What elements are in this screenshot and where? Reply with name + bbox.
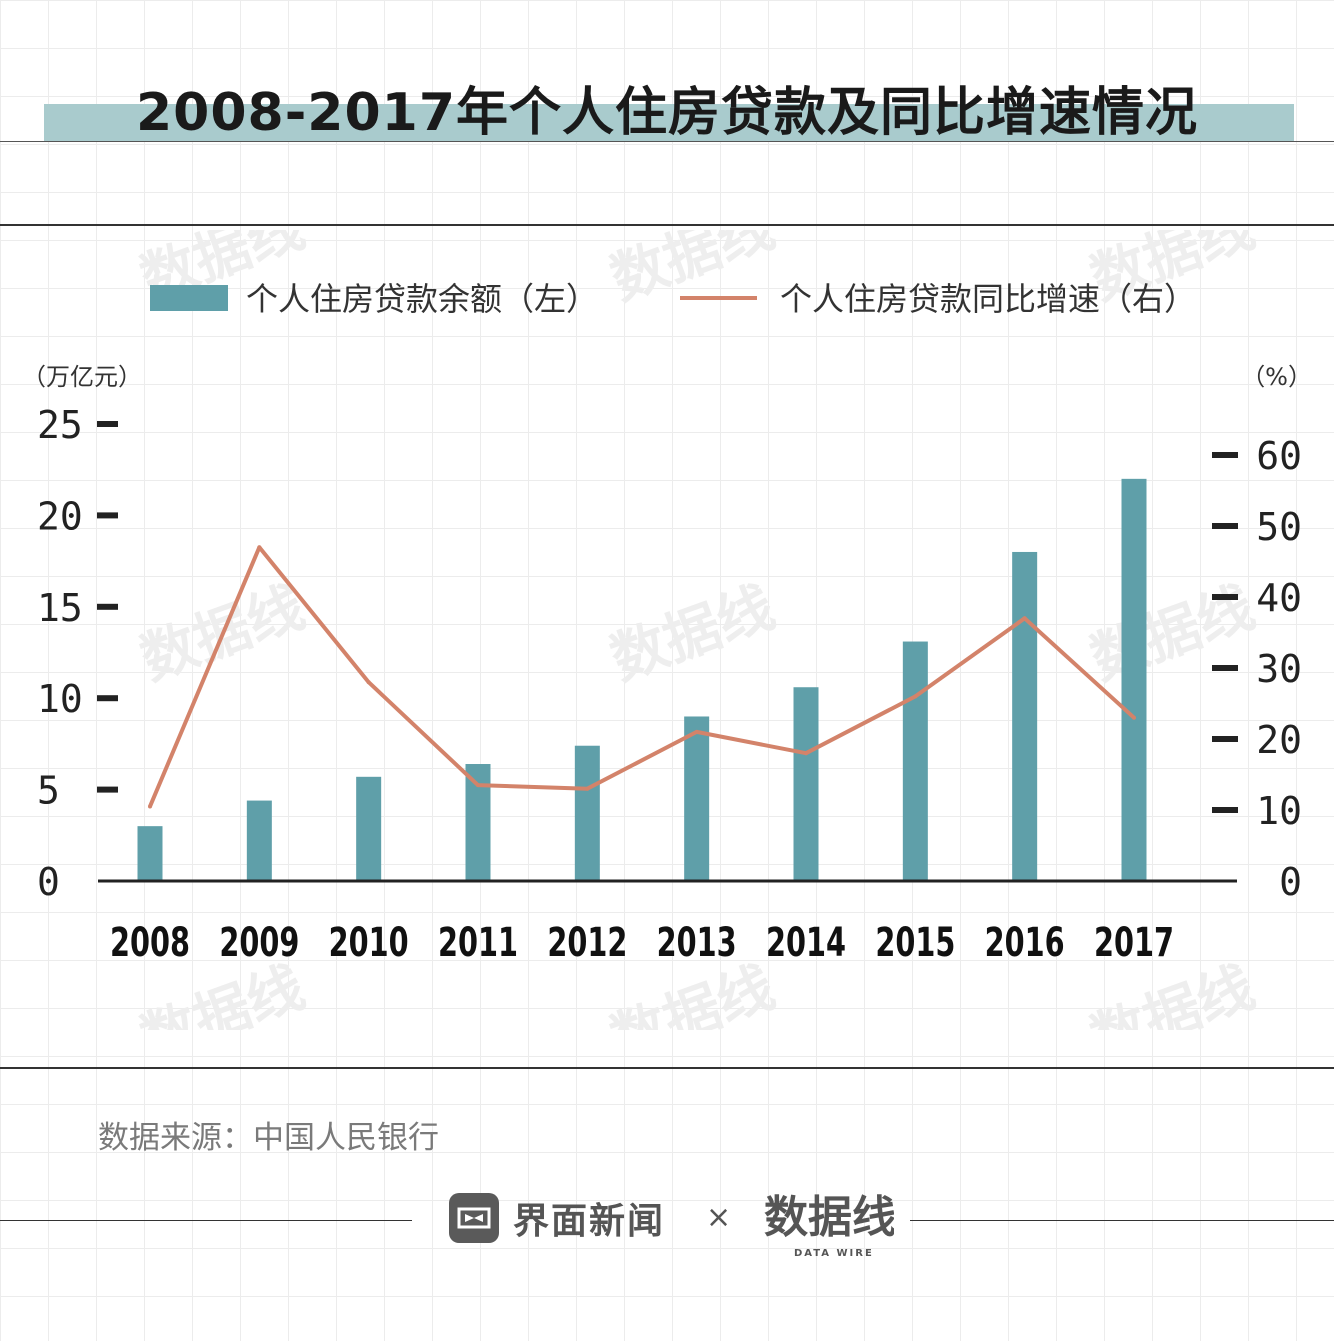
x-tick-label-2010: 2010 (329, 920, 409, 966)
right-tick-mark-4 (1212, 594, 1238, 600)
chart-bottom-divider (0, 1067, 1334, 1069)
right-tick-mark-5 (1212, 523, 1238, 529)
left-tick-mark-3 (97, 603, 118, 610)
footer-line-left (0, 1220, 412, 1221)
watermark-1: 数据线 (603, 230, 783, 313)
title-band (44, 104, 1294, 141)
times-symbol: × (706, 1200, 732, 1235)
jiemian-logo: 界面新闻 (449, 1193, 665, 1243)
page-title: 2008-2017年个人住房贷款及同比增速情况 (135, 83, 1199, 143)
left-tick-label-3: 15 (37, 586, 83, 630)
x-tick-label-2017: 2017 (1094, 920, 1174, 966)
x-tick-label-2015: 2015 (875, 920, 955, 966)
left-tick-label-1: 5 (37, 769, 60, 813)
chart-top-divider (0, 224, 1334, 226)
left-axis-unit: （万亿元） (22, 363, 142, 391)
watermark-4: 数据线 (603, 575, 783, 694)
left-tick-label-2: 10 (37, 677, 83, 721)
right-tick-mark-1 (1212, 807, 1238, 813)
x-tick-label-2011: 2011 (438, 920, 518, 966)
datawire-logo-text: 数据线 (764, 1192, 894, 1243)
growth-point-2012 (585, 786, 590, 791)
right-tick-label-0: 0 (1279, 860, 1302, 904)
right-tick-mark-6 (1212, 452, 1238, 458)
bar-2013 (684, 716, 710, 881)
left-tick-mark-4 (97, 512, 118, 519)
growth-point-2016 (1022, 616, 1027, 621)
right-tick-label-5: 50 (1256, 505, 1302, 549)
growth-point-2010 (366, 680, 371, 685)
legend-bar-swatch (150, 285, 228, 311)
right-tick-mark-2 (1212, 736, 1238, 742)
right-axis-unit: （%） (1241, 363, 1312, 391)
left-tick-mark-5 (97, 421, 118, 427)
growth-point-2015 (913, 694, 918, 699)
legend-line-label: 个人住房贷款同比增速（右） (780, 280, 1196, 318)
x-tick-label-2013: 2013 (657, 920, 737, 966)
footer-line-right (910, 1220, 1334, 1221)
x-tick-label-2008: 2008 (110, 920, 190, 966)
bar-2009 (246, 800, 272, 881)
right-tick-label-6: 60 (1256, 434, 1302, 478)
left-tick-label-0: 0 (37, 860, 60, 904)
right-tick-label-3: 30 (1256, 647, 1302, 691)
left-tick-mark-2 (97, 695, 118, 702)
growth-point-2017 (1132, 715, 1136, 720)
right-tick-label-2: 20 (1256, 718, 1302, 762)
growth-point-2013 (694, 729, 699, 734)
growth-point-2008 (148, 804, 152, 809)
growth-line (148, 545, 1136, 808)
x-tick-label-2014: 2014 (766, 920, 846, 966)
x-tick-label-2016: 2016 (985, 920, 1065, 966)
growth-point-2014 (804, 751, 808, 756)
jiemian-logo-icon (449, 1193, 499, 1243)
bar-2014 (793, 687, 819, 881)
bar-2015 (902, 641, 928, 881)
bar-2016 (1012, 551, 1038, 881)
right-tick-mark-3 (1212, 665, 1238, 671)
right-tick-label-4: 40 (1256, 576, 1302, 620)
datawire-logo-sub: DATA WIRE (794, 1248, 874, 1259)
growth-point-2009 (257, 545, 262, 550)
growth-point-2011 (476, 783, 480, 788)
right-tick-label-1: 10 (1256, 789, 1302, 833)
left-tick-label-5: 25 (37, 403, 83, 447)
legend-bar-label: 个人住房贷款余额（左） (246, 280, 598, 318)
bar-2012 (574, 745, 600, 881)
data-source: 数据来源：中国人民银行 (98, 1120, 439, 1156)
bar-2017 (1121, 478, 1147, 881)
bar-2011 (465, 764, 491, 881)
x-tick-label-2009: 2009 (219, 920, 299, 966)
datawire-logo: 数据线 DATA WIRE (764, 1192, 894, 1259)
left-tick-mark-1 (97, 786, 118, 793)
jiemian-logo-text: 界面新闻 (513, 1201, 666, 1242)
x-tick-label-2012: 2012 (547, 920, 627, 966)
bar-2008 (137, 826, 163, 881)
title-divider (0, 141, 1334, 142)
bar-2010 (356, 776, 382, 881)
left-tick-label-4: 20 (37, 494, 83, 538)
watermark-5: 数据线 (1083, 575, 1263, 694)
